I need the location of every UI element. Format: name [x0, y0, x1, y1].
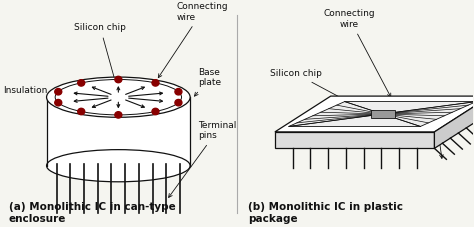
Text: Terminal
pins: Terminal pins [169, 121, 237, 197]
Text: Silicon chip: Silicon chip [74, 24, 127, 89]
Polygon shape [275, 96, 474, 132]
Circle shape [115, 76, 122, 83]
Text: (b) Monolithic IC in plastic
package: (b) Monolithic IC in plastic package [248, 202, 403, 224]
Text: (a) Monolithic IC in can-type
enclosure: (a) Monolithic IC in can-type enclosure [9, 202, 175, 224]
Text: Silicon chip: Silicon chip [270, 69, 371, 114]
Circle shape [115, 112, 122, 118]
Ellipse shape [55, 79, 182, 115]
Polygon shape [371, 110, 394, 118]
Circle shape [55, 99, 62, 106]
Polygon shape [46, 97, 190, 166]
Text: Connecting
wire: Connecting wire [158, 2, 228, 78]
Polygon shape [289, 101, 474, 126]
Text: Terminal
pins: Terminal pins [418, 112, 456, 158]
Text: Connecting
wire: Connecting wire [324, 10, 391, 97]
Ellipse shape [46, 150, 190, 182]
Circle shape [78, 108, 85, 115]
Circle shape [175, 99, 182, 106]
Text: Insulation: Insulation [3, 86, 53, 98]
Ellipse shape [46, 77, 190, 117]
Circle shape [152, 80, 159, 86]
Circle shape [152, 108, 159, 115]
Polygon shape [275, 132, 434, 148]
Circle shape [175, 89, 182, 95]
Polygon shape [434, 96, 474, 148]
Text: Base
plate: Base plate [194, 68, 221, 96]
Circle shape [78, 80, 85, 86]
Circle shape [55, 89, 62, 95]
